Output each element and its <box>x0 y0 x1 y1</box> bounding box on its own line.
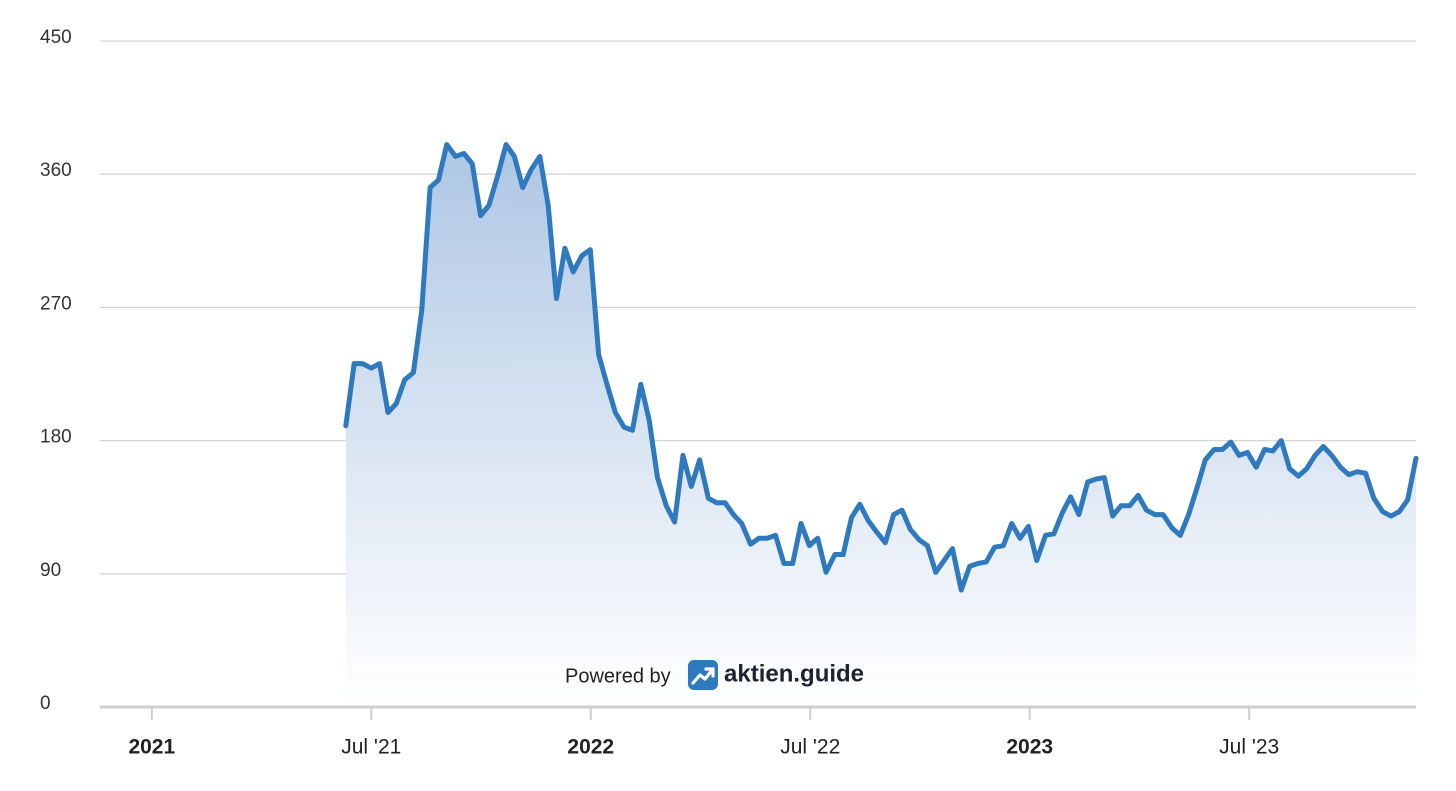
brand: Powered by aktien.guide <box>565 660 864 690</box>
area-fill <box>345 144 1417 708</box>
y-tick-label: 0 <box>40 693 51 714</box>
x-tick-label: 2021 <box>128 736 175 759</box>
x-tick-label: 2022 <box>567 736 614 759</box>
y-tick-label: 360 <box>40 160 72 181</box>
x-tick-label: Jul '21 <box>341 736 401 759</box>
y-tick-label: 180 <box>40 427 72 448</box>
x-tick-label: Jul '22 <box>780 736 840 759</box>
y-tick-label: 450 <box>40 27 72 48</box>
series <box>343 142 1419 708</box>
y-tick-label: 90 <box>40 560 61 581</box>
y-tick-label: 270 <box>40 293 72 314</box>
powered-by: Powered by <box>565 665 671 687</box>
x-tick-label: 2023 <box>1006 736 1053 759</box>
axes: 0 90 180 270 360 450 2021 Jul '21 2022 Jul '22 202… <box>40 27 1416 759</box>
logo-icon <box>688 660 718 690</box>
brand-name: aktien.guide <box>724 660 864 687</box>
x-tick-label: Jul '23 <box>1219 736 1279 759</box>
price-line <box>343 142 1419 593</box>
